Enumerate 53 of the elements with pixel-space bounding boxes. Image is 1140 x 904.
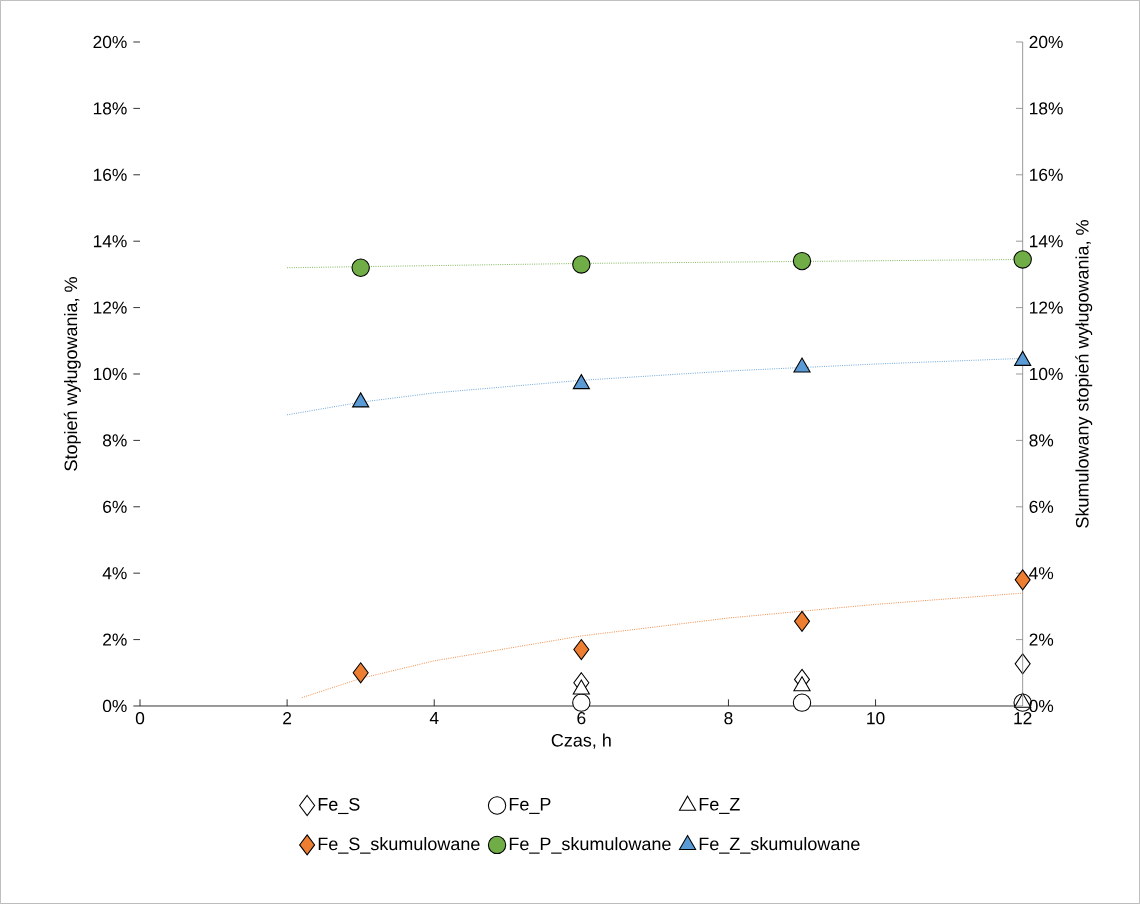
- y2-tick-label: 4%: [1029, 567, 1054, 580]
- y-tick-label: 18%: [93, 102, 127, 115]
- point: [573, 639, 590, 661]
- y-axis-title: Stopień wyługowania, %: [63, 277, 81, 471]
- legend-label: Fe_P: [509, 798, 551, 814]
- point: [792, 693, 812, 712]
- point: [792, 251, 812, 271]
- point: [1014, 653, 1031, 675]
- legend-label: Fe_S: [318, 797, 360, 815]
- point: [1014, 569, 1031, 591]
- point: [352, 392, 370, 408]
- y2-tick-label: 8%: [1029, 434, 1054, 447]
- point: [572, 374, 590, 390]
- point: [1013, 250, 1032, 269]
- x-tick-label: 10: [867, 712, 885, 725]
- y-tick-label: 14%: [93, 235, 127, 248]
- point: [572, 693, 591, 712]
- y-tick-label: 6%: [103, 500, 127, 513]
- y2-tick-label: 18%: [1030, 102, 1063, 115]
- x-tick-label: 8: [724, 712, 733, 725]
- point: [793, 610, 811, 632]
- y2-tick-label: 16%: [1030, 168, 1063, 181]
- y-tick-label: 10%: [93, 367, 127, 381]
- legend-label: Fe_Z: [699, 798, 740, 814]
- y2-tick-label: 14%: [1030, 235, 1063, 248]
- y-tick-label: 0%: [102, 699, 127, 713]
- x-tick-label: 0: [135, 712, 145, 725]
- y2-tick-label: 20%: [1029, 35, 1063, 49]
- legend-label: Fe_Z_skumulowane: [699, 837, 860, 854]
- x-tick-label: 12: [1014, 712, 1032, 725]
- y2-tick-label: 0%: [1029, 699, 1054, 713]
- x-axis-title: Czas, h: [551, 733, 611, 749]
- x-tick-label: 6: [577, 712, 586, 725]
- y2-axis-title: Skumulowany stopień wyługowania, %: [1075, 220, 1093, 528]
- point: [793, 676, 811, 692]
- legend-label: Fe_S_skumulowane: [318, 837, 480, 854]
- point: [572, 255, 591, 274]
- point: [351, 258, 370, 277]
- y-tick-label: 2%: [103, 633, 127, 646]
- y-tick-label: 12%: [93, 301, 127, 314]
- point: [352, 662, 369, 684]
- x-tick-label: 2: [283, 712, 292, 725]
- legend-label: Fe_P_skumulowane: [509, 837, 671, 854]
- y2-tick-label: 6%: [1029, 500, 1054, 513]
- point: [793, 357, 811, 373]
- y2-tick-label: 2%: [1029, 633, 1054, 646]
- y-tick-label: 16%: [93, 168, 127, 181]
- y2-tick-label: 10%: [1030, 367, 1063, 381]
- y-tick-label: 20%: [93, 35, 127, 49]
- y2-tick-label: 12%: [1030, 301, 1063, 314]
- y-tick-label: 8%: [103, 434, 127, 447]
- x-tick-label: 4: [429, 712, 439, 724]
- y-tick-label: 4%: [102, 567, 127, 580]
